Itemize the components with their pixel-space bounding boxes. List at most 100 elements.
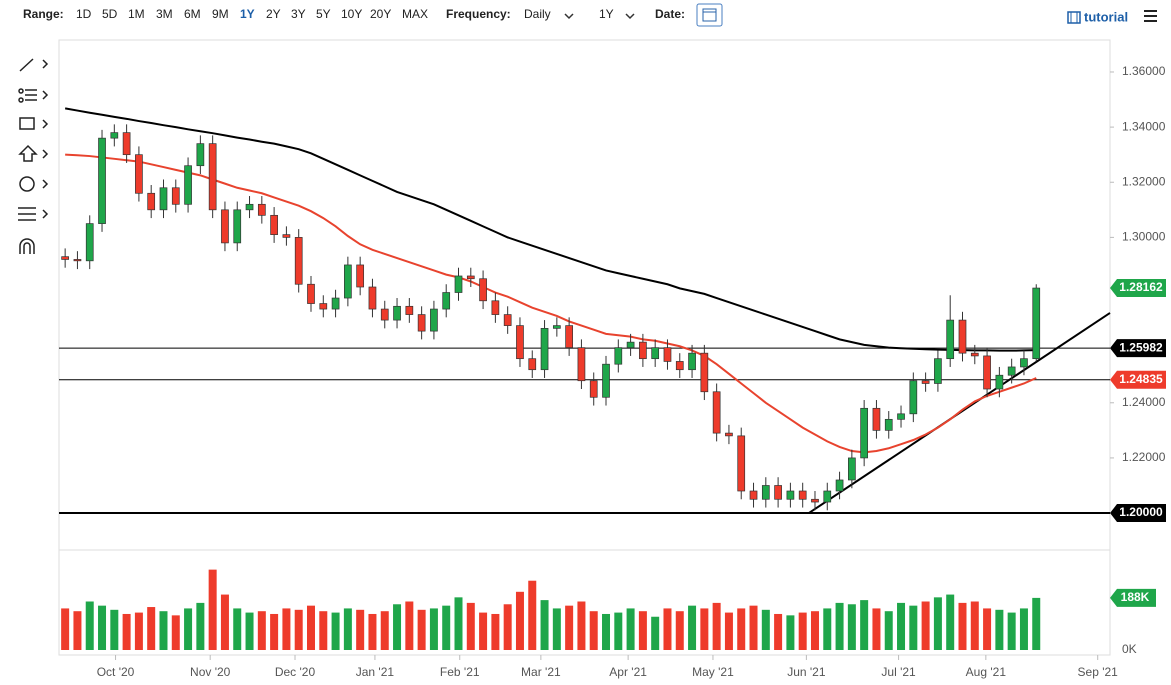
range-button[interactable]: 20Y [370,7,391,21]
candle-body [848,457,856,481]
candle-body [552,325,561,329]
volume-bar [688,605,697,650]
candle-body [319,303,328,310]
volume-bar [995,609,1004,650]
volume-bar [909,605,918,650]
volume-bar [835,602,844,650]
volume-bar [196,602,205,650]
volume-bar [810,611,819,650]
candle-body [565,325,573,349]
period-select[interactable]: 1Y [599,7,614,21]
volume-bar [270,613,279,650]
x-tick-label: Nov '20 [190,665,231,679]
volume-callout-label: 188K [1121,590,1150,604]
range-button[interactable]: 2Y [266,7,281,21]
range-button[interactable]: 5Y [316,7,331,21]
moving-average [64,107,1037,352]
volume-tick-label: 0K [1122,642,1137,656]
range-button[interactable]: 3M [156,7,173,21]
menu-button[interactable] [1144,10,1157,22]
candle-body [749,490,758,500]
y-tick-label: 1.30000 [1122,230,1166,244]
price-callout-label: 1.28162 [1119,280,1163,294]
range-button[interactable]: 1Y [240,7,255,21]
volume-bar [958,602,967,650]
candle-body [1007,366,1016,376]
calendar-button[interactable] [696,3,723,27]
magnet-tool[interactable] [19,238,35,254]
candle-body [823,490,832,503]
volume-bar [1019,608,1028,650]
tutorial-link[interactable]: tutorial [1084,9,1128,24]
price-callout-label: 1.24835 [1119,372,1163,386]
candle-body [135,154,143,194]
candle-body [786,490,795,500]
range-button[interactable]: MAX [402,7,428,21]
range-button[interactable]: 3Y [291,7,306,21]
candle-body [737,435,746,492]
volume-bar [61,608,70,650]
range-button[interactable]: 9M [212,7,229,21]
candle-body [233,209,242,244]
line-tool[interactable] [19,58,49,72]
volume-bar [552,608,561,650]
volume-bar [983,608,992,650]
candle-body [700,352,709,393]
volume-bar [429,608,438,650]
candle-body [946,319,955,360]
volume-bar [614,612,623,650]
volume-bar [98,605,107,650]
volume-bar [405,601,414,650]
candle-body [368,286,377,310]
volume-bar [479,612,488,650]
candle-body [921,380,930,384]
candle-body [430,308,438,332]
range-button[interactable]: 5D [102,7,118,21]
volume-callout [1110,588,1156,607]
y-tick-label: 1.36000 [1122,64,1166,78]
volume-bar [184,608,193,650]
candle-body [1032,287,1041,360]
arrow-tool[interactable] [18,144,49,162]
candle-body [811,498,819,503]
y-tick-label: 1.24000 [1122,395,1166,409]
measure-tool[interactable] [18,207,49,221]
y-tick-label: 1.34000 [1122,119,1166,133]
volume-bar [380,611,389,650]
volume-bar [577,601,586,650]
annotation-tool[interactable] [19,176,49,192]
candle-body [725,432,733,437]
shape-tool[interactable] [19,117,49,130]
x-tick-label: Oct '20 [97,665,135,679]
range-button[interactable]: 1M [128,7,145,21]
volume-bar [466,602,475,650]
candle-body [774,485,782,500]
plot: 1D 5D 1M 3M 6M 9M 1Y 2Y 3Y 5Y 10Y 20Y MAX 1.36000 1.34… [59,7,1166,679]
candle-body [663,347,672,362]
candle-body [122,132,131,156]
candle-body [393,305,401,321]
candle-body [73,259,82,262]
range-button[interactable]: 6M [184,7,201,21]
volume-bar [282,608,291,650]
candle-body [909,380,918,415]
candle-body [503,314,512,326]
range-button[interactable]: 10Y [341,7,362,21]
volume-bar [528,580,537,650]
volume-bar [651,616,660,650]
candle-body [171,187,180,205]
candle-body [970,352,979,357]
candle-body [208,143,217,211]
candle-body [110,132,119,139]
candle-body [307,283,315,304]
volume-bar [675,611,684,650]
candle-body [442,292,451,310]
fib-tool[interactable] [18,88,49,103]
x-tick-label: May '21 [692,665,734,679]
candle-body [221,209,229,244]
tutorial-button[interactable]: tutorial [1067,9,1128,24]
range-button[interactable]: 1D [76,7,92,21]
frequency-select[interactable]: Daily [524,7,551,21]
date-label: Date: [655,7,685,21]
